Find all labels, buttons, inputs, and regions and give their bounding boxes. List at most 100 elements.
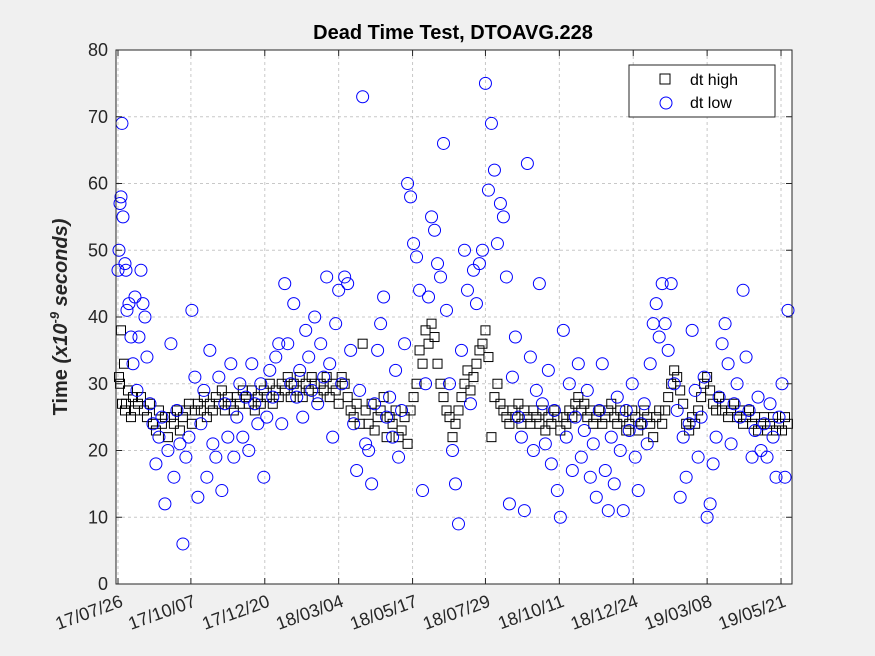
dt-low-point <box>706 457 720 471</box>
dt-low-point <box>613 444 627 457</box>
legend-box <box>628 64 776 118</box>
dt-low-point <box>203 343 217 357</box>
dt-high-point <box>624 418 635 429</box>
dt-high-point <box>597 418 608 429</box>
y-tick-labels: 0 10 20 30 40 50 60 70 80 <box>88 40 108 594</box>
dt-low-point <box>130 383 144 397</box>
chart-title: Dead Time Test, DTOAVG.228 <box>313 22 593 44</box>
dt-low-point <box>583 470 597 484</box>
dt-low-point <box>173 437 187 451</box>
dt-high-point <box>561 418 572 429</box>
dt-high-point <box>159 412 170 423</box>
dt-low-point <box>739 350 753 364</box>
dt-high-point <box>549 405 560 416</box>
dt-low-point <box>140 350 154 364</box>
dt-low-point <box>580 383 594 397</box>
dt-high-point <box>198 392 209 403</box>
dt-low-point <box>454 343 468 357</box>
dt-low-point <box>763 397 777 411</box>
dt-low-point <box>170 403 184 417</box>
dt-low-point <box>356 90 370 104</box>
dt-low-point <box>362 444 376 457</box>
dt-low-point <box>440 303 454 317</box>
dt-high-point <box>285 392 296 403</box>
dt-low-point <box>478 76 492 90</box>
dt-low-point <box>114 190 128 204</box>
dt-low-point <box>112 243 126 257</box>
dt-high-point <box>210 392 221 403</box>
dt-high-point <box>294 372 305 383</box>
dt-low-point <box>242 444 256 457</box>
dt-low-point <box>538 437 552 451</box>
dt-high-point <box>486 432 497 443</box>
dt-high-point <box>714 392 725 403</box>
dt-low-point <box>490 237 504 251</box>
dt-high-point <box>297 392 308 403</box>
dt-high-point <box>423 338 434 349</box>
dt-low-point <box>781 303 795 317</box>
dt-low-point <box>757 417 771 431</box>
dt-high-point <box>654 405 665 416</box>
dt-low-point <box>550 484 564 498</box>
dt-low-point <box>398 337 412 351</box>
dt-high-point <box>603 405 614 416</box>
dt-high-point <box>669 365 680 376</box>
dt-high-point <box>705 385 716 396</box>
dt-low-point <box>120 303 134 317</box>
y-tick-label: 40 <box>88 307 108 327</box>
dt-high-point <box>384 412 395 423</box>
dt-high-point <box>618 412 629 423</box>
dt-low-point <box>380 410 394 424</box>
dt-high-point <box>174 425 185 436</box>
dt-high-point <box>342 392 353 403</box>
dt-high-point <box>534 418 545 429</box>
dt-low-point <box>703 497 717 511</box>
dt-low-point <box>544 457 558 471</box>
dt-low-point <box>281 337 295 351</box>
dt-low-point <box>733 410 747 424</box>
dt-low-point <box>185 303 199 317</box>
dt-low-point <box>239 390 253 404</box>
dt-high-point <box>192 398 203 409</box>
dt-high-point <box>213 398 224 409</box>
dt-high-point <box>513 398 524 409</box>
dt-low-point <box>188 370 202 384</box>
dt-high-point <box>552 412 563 423</box>
dt-low-point <box>772 410 786 424</box>
dt-high-point <box>189 405 200 416</box>
dt-low-point <box>437 136 451 150</box>
dt-high-point <box>258 385 269 396</box>
y-axis-label-main: Time <box>50 364 72 416</box>
dt-high-point <box>744 405 755 416</box>
dt-high-point <box>546 418 557 429</box>
dt-high-point <box>456 392 467 403</box>
dt-high-point <box>663 392 674 403</box>
dt-high-point <box>240 392 251 403</box>
dt-high-point <box>645 418 656 429</box>
dt-low-point <box>416 484 430 498</box>
dt-high-point <box>381 432 392 443</box>
ticks <box>116 49 792 585</box>
dt-low-point <box>404 190 418 204</box>
dt-high-point <box>438 392 449 403</box>
legend-label-dt-high: dt high <box>690 72 738 89</box>
dt-low-point <box>526 444 540 457</box>
dt-low-point <box>374 317 388 331</box>
dt-high-point <box>429 332 440 343</box>
dt-low-point <box>487 163 501 177</box>
dt-high-point <box>186 418 197 429</box>
dt-high-point <box>567 412 578 423</box>
dt-low-point <box>727 397 741 411</box>
dt-low-point <box>347 417 361 431</box>
dt-low-point <box>248 397 262 411</box>
dt-low-point <box>407 237 421 251</box>
dt-low-point <box>386 430 400 444</box>
dt-high-point <box>702 372 713 383</box>
dt-high-point <box>459 378 470 389</box>
dt-high-point <box>321 372 332 383</box>
dt-high-point <box>657 418 668 429</box>
dt-low-point <box>745 450 759 464</box>
dt-low-point <box>263 363 277 377</box>
dt-low-point <box>227 450 241 464</box>
